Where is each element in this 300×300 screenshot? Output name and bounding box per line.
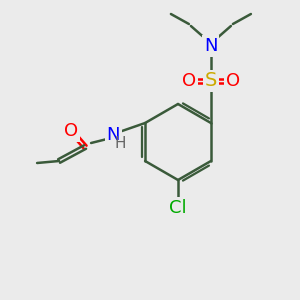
Text: H: H bbox=[114, 136, 126, 152]
Text: O: O bbox=[226, 72, 240, 90]
Text: S: S bbox=[205, 71, 217, 91]
Text: O: O bbox=[64, 122, 78, 140]
Text: N: N bbox=[106, 126, 120, 144]
Text: Cl: Cl bbox=[169, 199, 187, 217]
Text: N: N bbox=[204, 37, 218, 55]
Text: O: O bbox=[182, 72, 196, 90]
